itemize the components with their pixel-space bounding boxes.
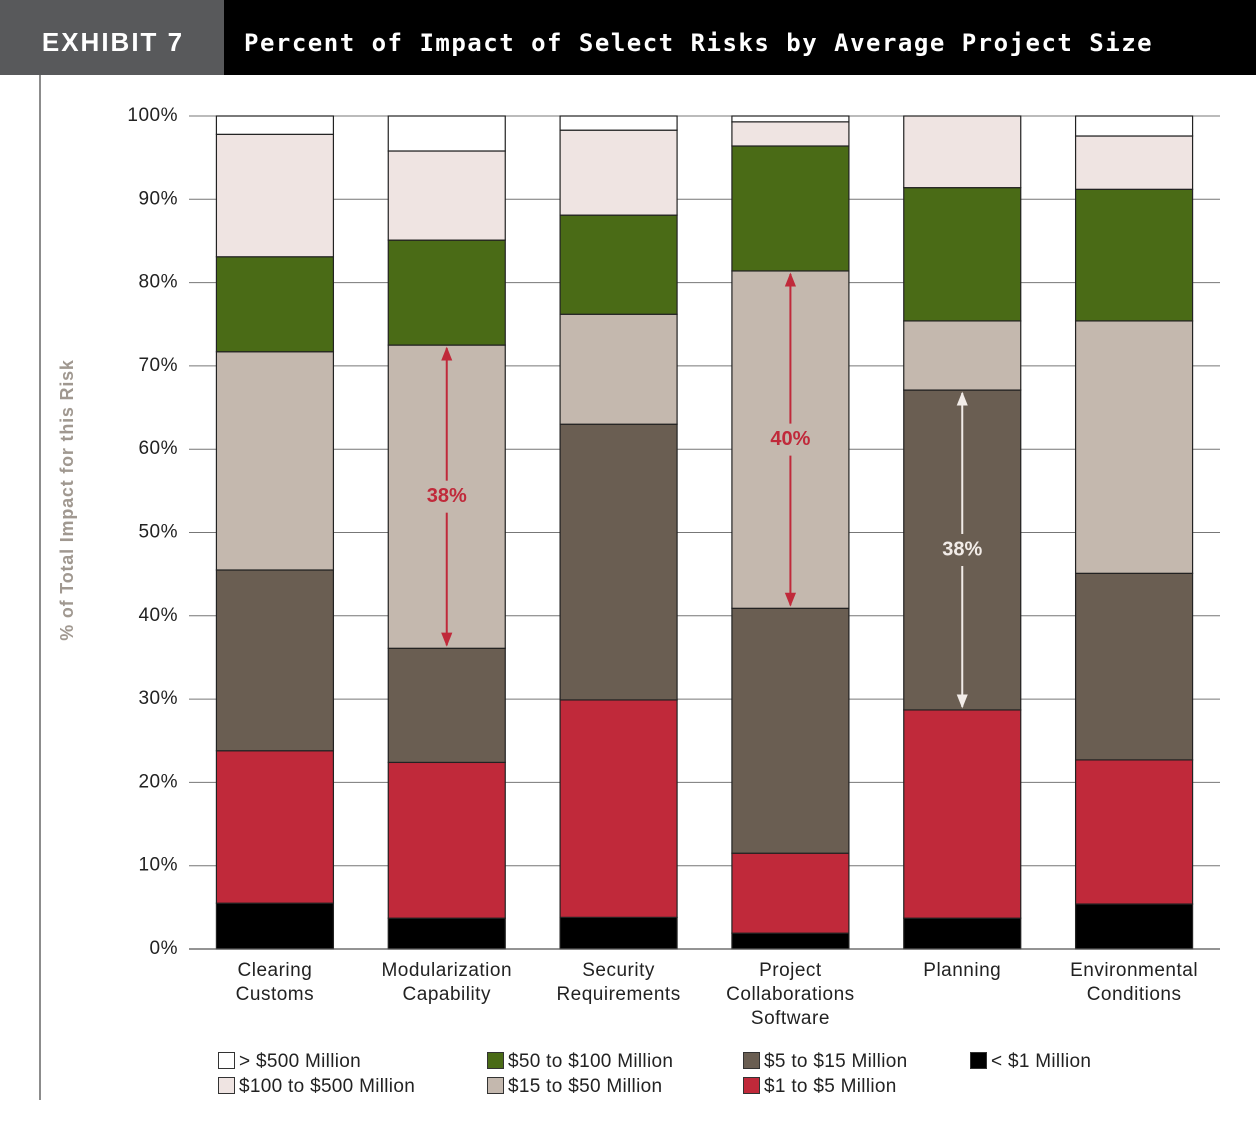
- bar-segment: [387, 761, 506, 919]
- legend-item: $100 to $500 Million: [218, 1076, 415, 1098]
- bar-segment: [559, 699, 678, 918]
- bar-segment: [1074, 572, 1194, 761]
- exhibit-box: [0, 0, 224, 75]
- x-tick-label: Project Collaborations Software: [726, 960, 855, 1029]
- legend-label: $50 to $100 Million: [508, 1051, 674, 1072]
- bar-segment: [731, 121, 850, 147]
- y-tick-label: 0%: [150, 938, 178, 959]
- chart-title: Percent of Impact of Select Risks by Ave…: [244, 29, 1153, 57]
- legend-item: $15 to $50 Million: [487, 1076, 662, 1098]
- legend-label: < $1 Million: [991, 1051, 1092, 1072]
- x-tick-label: Modularization Capability: [381, 960, 513, 1005]
- bar-segment: [1074, 320, 1194, 574]
- legend-item: < $1 Million: [970, 1051, 1091, 1073]
- bar-segment: [731, 852, 850, 934]
- bar-segment: [1074, 115, 1194, 137]
- bar-segment: [1074, 188, 1194, 322]
- bar-segment: [731, 932, 850, 950]
- legend-swatch: [487, 1052, 504, 1069]
- bar-segment: [215, 750, 335, 904]
- legend-label: $100 to $500 Million: [239, 1076, 416, 1097]
- bar-segment: [215, 133, 335, 258]
- bar-segment: [903, 187, 1022, 322]
- y-tick-label: 30%: [138, 688, 178, 709]
- legend-item: $50 to $100 Million: [487, 1051, 673, 1073]
- bar-segment: [215, 115, 335, 135]
- annotation-bg: [418, 480, 475, 513]
- annotation-text: 38%: [942, 538, 982, 560]
- bar-segment: [559, 115, 678, 131]
- x-tick-label: Clearing Customs: [235, 960, 315, 1005]
- y-tick-label: 10%: [138, 855, 178, 876]
- x-tick-label: Environmental Conditions: [1070, 960, 1199, 1005]
- legend-swatch: [970, 1052, 987, 1069]
- exhibit-label: EXHIBIT 7: [42, 27, 184, 57]
- bar-segment: [1074, 903, 1194, 950]
- bar-segment: [559, 129, 678, 216]
- bar-segment: [731, 145, 850, 272]
- legend-swatch: [487, 1077, 504, 1094]
- bar-segment: [559, 214, 678, 315]
- bar-segment: [559, 916, 678, 950]
- legend-label: $15 to $50 Million: [508, 1076, 663, 1097]
- bar-segment: [387, 917, 506, 950]
- bar-segment: [387, 115, 506, 152]
- y-tick-label: 20%: [138, 771, 178, 792]
- legend-label: $5 to $15 Million: [764, 1051, 908, 1072]
- annotation-text: 40%: [770, 428, 810, 450]
- bar-segment: [903, 709, 1022, 919]
- y-tick-label: 70%: [138, 355, 178, 376]
- y-axis-label: % of Total Impact for this Risk: [57, 359, 77, 641]
- bar-segment: [559, 423, 678, 701]
- legend-label: $1 to $5 Million: [764, 1076, 897, 1097]
- bar-segment: [1074, 135, 1194, 190]
- legend-swatch: [218, 1052, 235, 1069]
- annotation-bg: [934, 533, 991, 566]
- bar-segment: [1074, 759, 1194, 905]
- bar-segment: [903, 320, 1022, 391]
- bar-segment: [903, 917, 1022, 950]
- bar-segment: [731, 115, 850, 123]
- legend-item: $1 to $5 Million: [743, 1076, 897, 1098]
- x-tick-label: Planning: [923, 960, 1002, 981]
- bar-segment: [215, 569, 335, 752]
- bar-segment: [215, 902, 335, 950]
- bar-segment: [559, 313, 678, 425]
- legend-label: > $500 Million: [239, 1051, 361, 1072]
- bar-segment: [215, 351, 335, 571]
- legend-item: > $500 Million: [218, 1051, 361, 1073]
- y-tick-label: 100%: [127, 105, 178, 126]
- legend-swatch: [218, 1077, 235, 1094]
- y-tick-label: 80%: [138, 272, 178, 293]
- legend-swatch: [743, 1052, 760, 1069]
- bar-segment: [215, 256, 335, 353]
- bar-segment: [387, 647, 506, 764]
- legend-item: $5 to $15 Million: [743, 1051, 907, 1073]
- annotation-text: 38%: [427, 485, 467, 507]
- bar-segment: [903, 115, 1022, 189]
- y-tick-label: 90%: [138, 188, 178, 209]
- y-tick-label: 60%: [138, 438, 178, 459]
- annotation-bg: [762, 423, 819, 456]
- y-tick-label: 50%: [138, 522, 178, 543]
- y-tick-label: 40%: [138, 605, 178, 626]
- bar-segment: [387, 150, 506, 241]
- bar-segment: [731, 607, 850, 854]
- legend-swatch: [743, 1077, 760, 1094]
- bar-segment: [387, 239, 506, 346]
- x-tick-label: Security Requirements: [556, 960, 681, 1005]
